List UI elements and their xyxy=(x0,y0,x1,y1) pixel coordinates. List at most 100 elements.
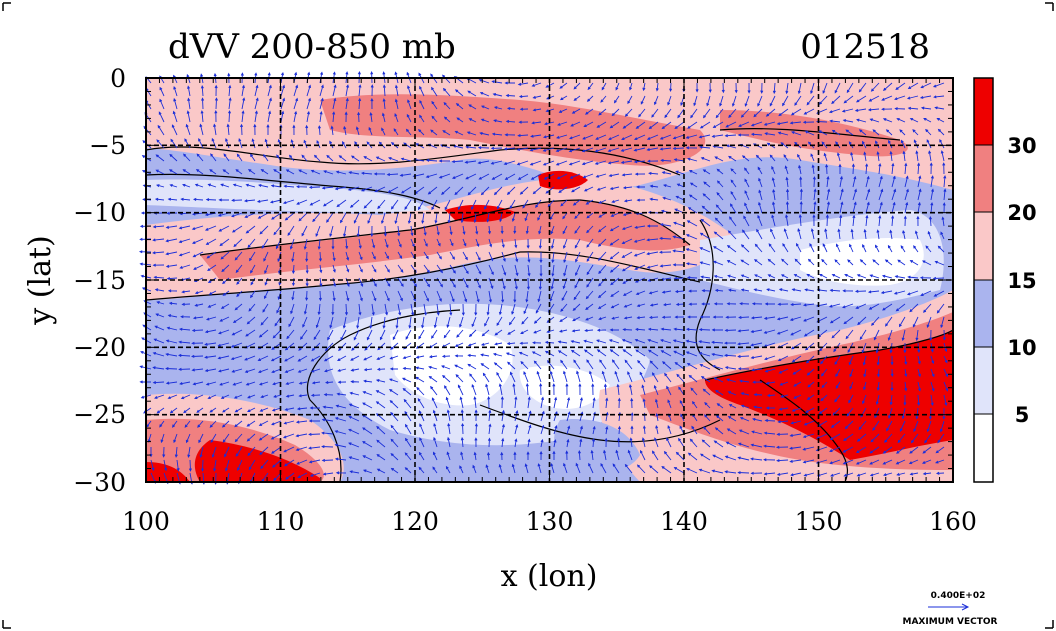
wind-vector xyxy=(869,472,880,477)
wind-vector xyxy=(204,342,217,346)
wind-vector xyxy=(728,288,737,292)
wind-vector xyxy=(397,251,403,259)
wind-vector xyxy=(297,355,308,362)
wind-vector xyxy=(687,452,698,461)
wind-vector xyxy=(336,392,347,396)
wind-vector xyxy=(609,186,620,190)
wind-vector xyxy=(569,173,581,179)
wind-vector xyxy=(663,303,672,307)
wind-vector xyxy=(199,446,204,458)
wind-vector xyxy=(235,264,243,274)
wind-vector xyxy=(890,355,894,366)
wind-vector xyxy=(624,463,633,474)
wind-vector xyxy=(504,133,516,137)
wind-vector xyxy=(778,108,789,117)
wind-vector xyxy=(537,290,542,303)
wind-vector xyxy=(687,121,698,129)
wind-vector xyxy=(222,277,230,285)
wind-vector xyxy=(849,368,854,378)
wind-vector xyxy=(585,199,594,205)
wind-vector xyxy=(803,420,815,426)
wind-vector xyxy=(285,381,295,385)
wind-vector xyxy=(703,426,711,435)
wind-vector xyxy=(185,433,191,444)
wind-vector xyxy=(639,371,646,383)
wind-vector xyxy=(754,259,763,266)
wind-vector xyxy=(163,459,168,472)
wind-vector xyxy=(698,352,711,357)
wind-vector xyxy=(193,197,204,201)
wind-vector xyxy=(673,276,685,280)
wind-vector xyxy=(789,121,802,125)
wind-vector xyxy=(460,212,464,224)
wind-vector xyxy=(408,316,412,329)
wind-vector xyxy=(637,359,646,370)
wind-vector xyxy=(876,229,880,240)
wind-vector xyxy=(191,225,204,231)
wind-vector xyxy=(743,215,750,227)
wind-vector xyxy=(250,290,256,299)
wind-vector xyxy=(473,212,477,224)
wind-vector xyxy=(172,420,178,428)
wind-vector xyxy=(501,251,506,262)
wind-vector xyxy=(209,420,217,428)
wind-vector xyxy=(903,215,907,227)
wind-vector xyxy=(418,410,425,422)
wind-vector xyxy=(205,238,217,245)
wind-vector xyxy=(258,433,269,441)
wind-vector xyxy=(308,185,321,189)
wind-vector xyxy=(544,121,555,126)
wind-vector xyxy=(381,127,386,136)
wind-vector xyxy=(266,123,270,135)
wind-vector xyxy=(239,123,244,136)
wind-vector xyxy=(579,438,583,448)
wind-vector xyxy=(778,368,789,374)
wind-vector xyxy=(454,342,464,347)
wind-vector xyxy=(160,433,165,444)
wind-vector xyxy=(822,82,828,94)
wind-vector xyxy=(803,108,815,115)
wind-vector xyxy=(608,339,620,344)
wind-vector xyxy=(934,260,945,266)
wind-vector xyxy=(501,290,505,303)
wind-vector xyxy=(675,195,685,201)
wind-vector xyxy=(685,134,698,139)
wind-vector xyxy=(507,361,516,370)
wind-vector xyxy=(878,201,883,214)
wind-vector xyxy=(922,472,932,476)
wind-vector xyxy=(586,225,594,234)
wind-vector xyxy=(855,95,867,103)
wind-vector xyxy=(780,394,789,398)
wind-vector xyxy=(321,186,334,190)
wind-vector xyxy=(208,290,217,295)
colorbar-label: 15 xyxy=(1007,269,1036,293)
wind-vector xyxy=(419,437,425,448)
wind-vector xyxy=(397,225,401,237)
wind-vector xyxy=(433,316,438,329)
wind-vector xyxy=(909,446,919,454)
wind-vector xyxy=(740,392,750,396)
wind-vector xyxy=(415,376,425,383)
wind-vector xyxy=(917,175,922,188)
wind-vector xyxy=(655,425,659,435)
wind-vector xyxy=(610,290,620,297)
wind-vector xyxy=(882,459,893,465)
wind-vector xyxy=(319,97,324,110)
wind-vector xyxy=(179,381,191,386)
wind-vector xyxy=(574,212,581,220)
wind-vector xyxy=(757,95,763,107)
wind-vector xyxy=(876,381,880,391)
wind-vector xyxy=(839,201,844,214)
wind-vector xyxy=(573,82,581,90)
wind-vector xyxy=(211,137,217,149)
wind-vector xyxy=(421,316,425,329)
wind-vector xyxy=(244,199,256,203)
wind-vector xyxy=(514,264,519,277)
wind-vector xyxy=(615,449,620,461)
wind-vector xyxy=(155,154,165,162)
wind-vector xyxy=(933,95,945,99)
wind-vector xyxy=(366,141,373,149)
wind-vector xyxy=(478,173,490,180)
wind-vector xyxy=(539,264,543,277)
vector-legend-magnitude: 0.400E+02 xyxy=(931,591,986,601)
